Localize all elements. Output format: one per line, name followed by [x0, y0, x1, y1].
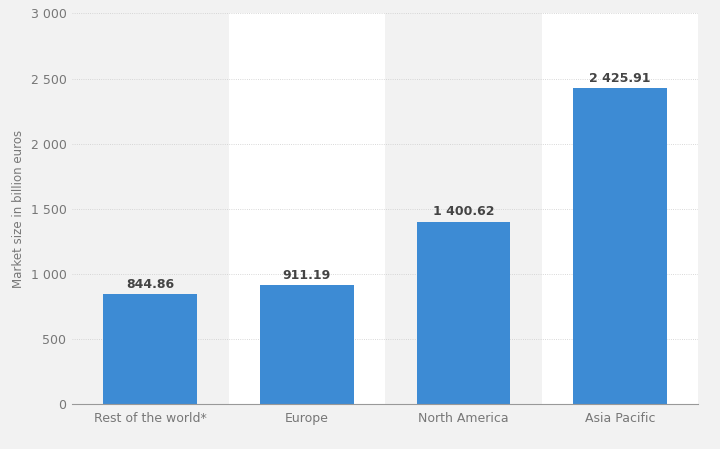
- Bar: [416, 222, 510, 404]
- Bar: [72, 13, 229, 404]
- Text: 1 400.62: 1 400.62: [433, 206, 494, 219]
- Bar: [573, 88, 667, 404]
- Text: 844.86: 844.86: [126, 278, 174, 291]
- Bar: [229, 13, 385, 404]
- Y-axis label: Market size in billion euros: Market size in billion euros: [12, 130, 25, 288]
- Bar: [104, 294, 197, 404]
- Bar: [385, 13, 541, 404]
- Text: 911.19: 911.19: [283, 269, 331, 282]
- Bar: [260, 286, 354, 404]
- Text: 2 425.91: 2 425.91: [590, 72, 651, 85]
- Bar: [541, 13, 698, 404]
